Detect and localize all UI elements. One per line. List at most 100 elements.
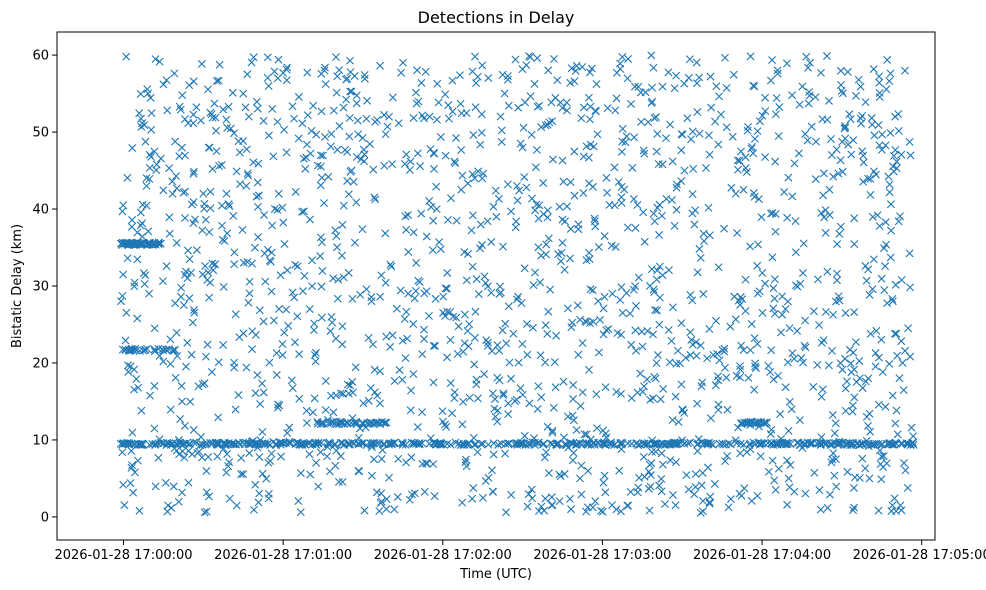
detection-marker — [791, 248, 800, 257]
detection-marker — [410, 294, 419, 303]
detection-marker — [559, 377, 568, 386]
detection-marker — [382, 418, 391, 427]
detection-marker — [850, 214, 859, 223]
detection-marker — [180, 421, 189, 430]
detection-marker — [441, 90, 450, 99]
detection-marker — [212, 126, 221, 135]
detection-marker — [173, 351, 182, 360]
detection-marker — [864, 174, 873, 183]
detection-marker — [568, 411, 577, 420]
detection-marker — [537, 251, 546, 260]
detection-marker — [476, 244, 485, 253]
detection-marker — [501, 319, 510, 328]
detection-marker — [652, 359, 661, 368]
detection-marker — [501, 440, 510, 448]
detection-marker — [145, 289, 154, 298]
detection-marker — [140, 280, 149, 288]
detection-marker — [903, 483, 912, 492]
detection-marker — [588, 286, 597, 295]
detection-marker — [122, 308, 131, 317]
detection-marker — [753, 127, 762, 136]
detection-marker — [150, 382, 159, 391]
detection-marker — [723, 451, 732, 460]
detection-marker — [744, 122, 752, 131]
detection-marker — [495, 346, 504, 355]
detection-marker — [320, 199, 329, 208]
detection-marker — [123, 439, 132, 448]
detection-marker — [331, 53, 340, 62]
detection-marker — [879, 452, 888, 461]
detection-marker — [750, 419, 759, 428]
detection-marker — [657, 211, 666, 220]
detection-marker — [202, 507, 211, 516]
detection-marker — [274, 189, 283, 198]
detection-marker — [842, 377, 851, 386]
detection-marker — [516, 139, 525, 148]
detection-marker — [254, 498, 263, 507]
detection-marker — [127, 463, 136, 472]
detection-marker — [164, 501, 173, 510]
detection-marker — [767, 438, 776, 447]
detection-marker — [553, 440, 562, 449]
detection-marker — [428, 246, 437, 255]
detection-marker — [189, 110, 198, 119]
detection-marker — [313, 161, 322, 170]
detection-marker — [544, 469, 553, 478]
detection-marker — [198, 270, 207, 279]
detection-marker — [523, 350, 532, 359]
detection-marker — [282, 148, 291, 157]
detection-marker — [369, 455, 378, 464]
detection-marker — [295, 350, 304, 359]
detection-marker — [436, 438, 445, 447]
detection-marker — [585, 255, 594, 264]
x-tick-label: 2026-01-28 17:00:00 — [54, 548, 192, 563]
detection-marker — [484, 73, 493, 82]
detection-marker — [358, 225, 367, 234]
detection-marker — [603, 188, 612, 197]
detection-marker — [206, 204, 215, 213]
detection-marker — [464, 249, 472, 258]
detection-marker — [698, 468, 707, 477]
detection-marker — [637, 117, 646, 126]
detection-marker — [253, 104, 262, 113]
detection-marker — [250, 243, 259, 252]
detection-marker — [520, 173, 529, 182]
detection-marker — [462, 276, 471, 285]
detection-marker — [558, 103, 567, 112]
detection-marker — [430, 492, 439, 501]
detection-marker — [470, 333, 479, 342]
detection-marker — [353, 116, 362, 125]
detection-marker — [744, 373, 753, 382]
detection-marker — [190, 308, 199, 317]
detection-marker — [801, 343, 810, 352]
detection-marker — [352, 153, 361, 161]
detection-marker — [906, 151, 915, 160]
detection-marker — [294, 134, 303, 143]
detection-marker — [326, 327, 335, 336]
detection-marker — [834, 292, 843, 301]
detection-marker — [878, 367, 887, 376]
detection-marker — [201, 261, 210, 270]
detection-marker — [451, 159, 460, 168]
detection-marker — [336, 452, 345, 461]
detection-marker — [453, 349, 462, 358]
detection-marker — [202, 488, 211, 497]
detection-marker — [733, 165, 742, 174]
detection-marker — [888, 297, 897, 306]
detection-marker — [432, 205, 441, 214]
detection-marker — [531, 163, 540, 172]
detection-marker — [706, 72, 715, 81]
detection-marker — [517, 438, 526, 447]
detection-marker — [898, 358, 907, 367]
detection-marker — [585, 115, 594, 124]
detection-marker — [877, 274, 886, 283]
detection-marker — [307, 126, 316, 135]
detection-marker — [310, 326, 319, 335]
detection-marker — [617, 389, 626, 398]
detection-marker — [527, 130, 536, 139]
detection-marker — [771, 110, 780, 119]
detection-marker — [283, 63, 292, 72]
detection-marker — [672, 180, 681, 189]
detection-marker — [175, 450, 184, 459]
detection-marker — [229, 211, 238, 220]
